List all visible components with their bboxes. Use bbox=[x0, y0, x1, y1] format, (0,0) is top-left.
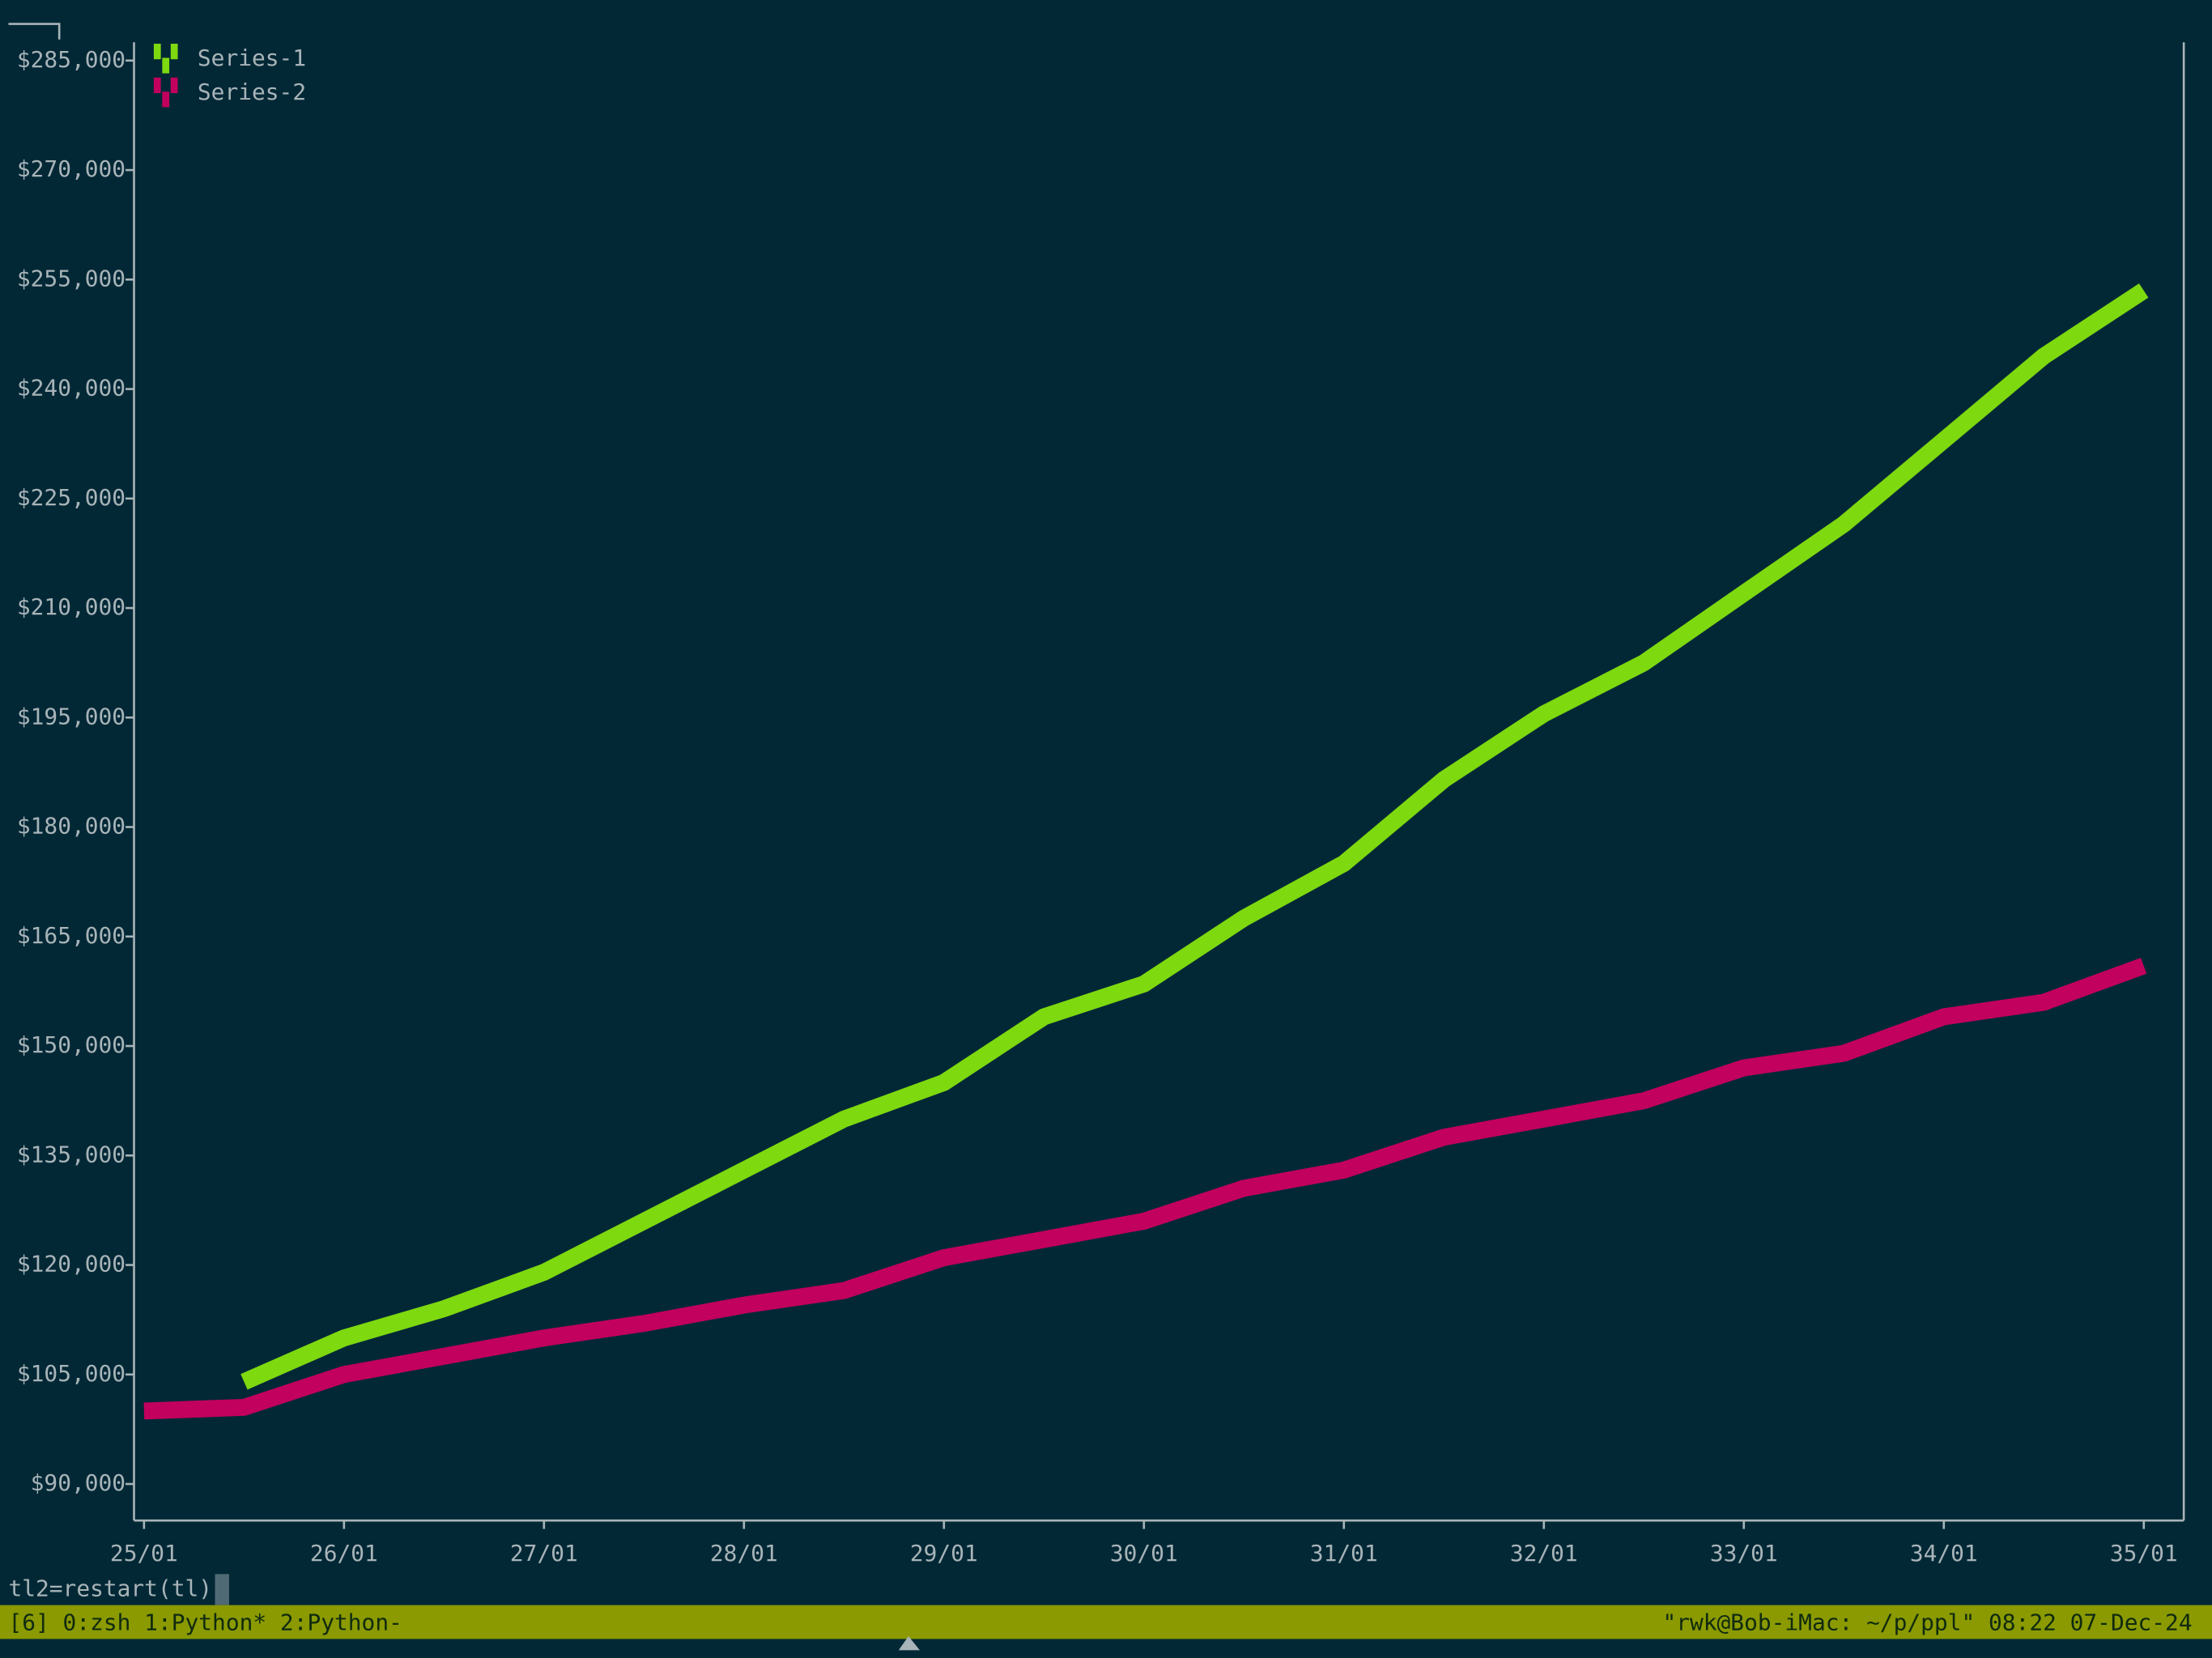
y-tick-label: $270,000 bbox=[17, 155, 125, 182]
y-tick-label: $210,000 bbox=[17, 593, 125, 620]
y-tick-label: $240,000 bbox=[17, 375, 125, 402]
legend-label: Series-1 bbox=[198, 45, 306, 71]
cursor bbox=[215, 1574, 229, 1605]
series-line bbox=[143, 958, 2147, 1420]
legend-swatch bbox=[170, 44, 178, 60]
y-tick-label: $120,000 bbox=[17, 1251, 125, 1278]
status-bar bbox=[0, 1605, 2212, 1639]
y-tick-label: $105,000 bbox=[17, 1360, 125, 1387]
x-tick-label: 27/01 bbox=[510, 1540, 578, 1567]
x-tick-label: 30/01 bbox=[1110, 1540, 1178, 1567]
legend-label: Series-2 bbox=[198, 79, 306, 105]
scroll-indicator bbox=[898, 1635, 921, 1651]
status-left: [6] 0:zsh 1:Python* 2:Python- bbox=[8, 1609, 402, 1635]
legend-swatch bbox=[162, 91, 170, 108]
x-tick-label: 28/01 bbox=[710, 1540, 778, 1567]
x-tick-label: 31/01 bbox=[1310, 1540, 1378, 1567]
status-right: "rwk@Bob-iMac: ~/p/ppl" 08:22 07-Dec-24 bbox=[1662, 1609, 2192, 1635]
y-tick-label: $225,000 bbox=[17, 484, 125, 511]
x-tick-label: 26/01 bbox=[310, 1540, 378, 1567]
x-tick-label: 29/01 bbox=[910, 1540, 978, 1567]
y-tick-label: $195,000 bbox=[17, 703, 125, 729]
y-tick-label: $150,000 bbox=[17, 1031, 125, 1058]
x-tick-label: 32/01 bbox=[1510, 1540, 1578, 1567]
legend-swatch bbox=[153, 44, 161, 60]
y-tick-label: $285,000 bbox=[17, 46, 125, 73]
y-tick-label: $180,000 bbox=[17, 813, 125, 840]
legend-swatch bbox=[162, 57, 170, 74]
plot: $90,000 $105,000 $120,000 $135,000 $150,000 $… bbox=[17, 42, 2185, 1567]
x-tick-label: 33/01 bbox=[1710, 1540, 1778, 1567]
y-tick-label: $165,000 bbox=[17, 922, 125, 949]
y-tick-label: $255,000 bbox=[17, 265, 125, 291]
legend-swatch bbox=[153, 77, 161, 93]
series-line bbox=[240, 283, 2149, 1390]
pane-corner bbox=[8, 23, 61, 40]
x-tick-label: 25/01 bbox=[110, 1540, 178, 1567]
legend-swatch bbox=[170, 77, 178, 93]
y-tick-label: $90,000 bbox=[31, 1469, 125, 1496]
y-tick-label: $135,000 bbox=[17, 1141, 125, 1167]
command-line: tl2=restart(tl) bbox=[8, 1575, 212, 1602]
x-tick-label: 35/01 bbox=[2110, 1540, 2178, 1567]
x-tick-label: 34/01 bbox=[1910, 1540, 1978, 1567]
